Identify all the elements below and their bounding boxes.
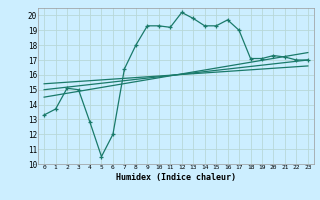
X-axis label: Humidex (Indice chaleur): Humidex (Indice chaleur) — [116, 173, 236, 182]
